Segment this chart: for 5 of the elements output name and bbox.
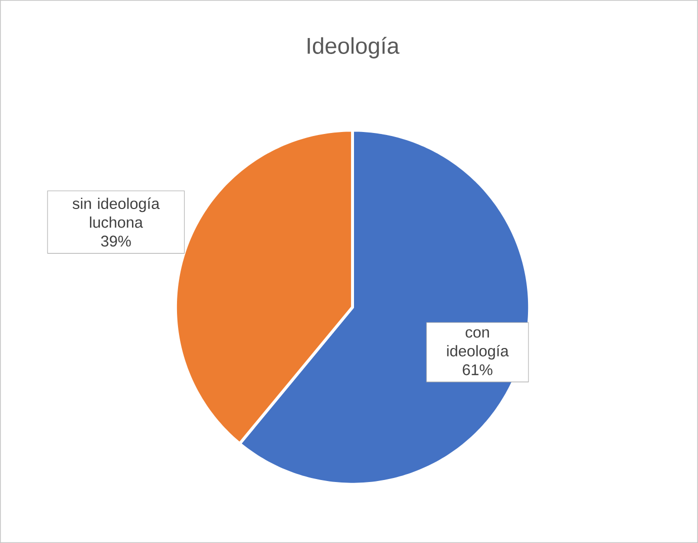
data-label: 61%	[462, 364, 492, 376]
data-label: 39%	[101, 236, 131, 247]
slice-label: con ideología	[447, 329, 509, 360]
chart-title: Ideología	[308, 36, 400, 58]
slice-label: sin ideología luchona	[72, 198, 160, 228]
